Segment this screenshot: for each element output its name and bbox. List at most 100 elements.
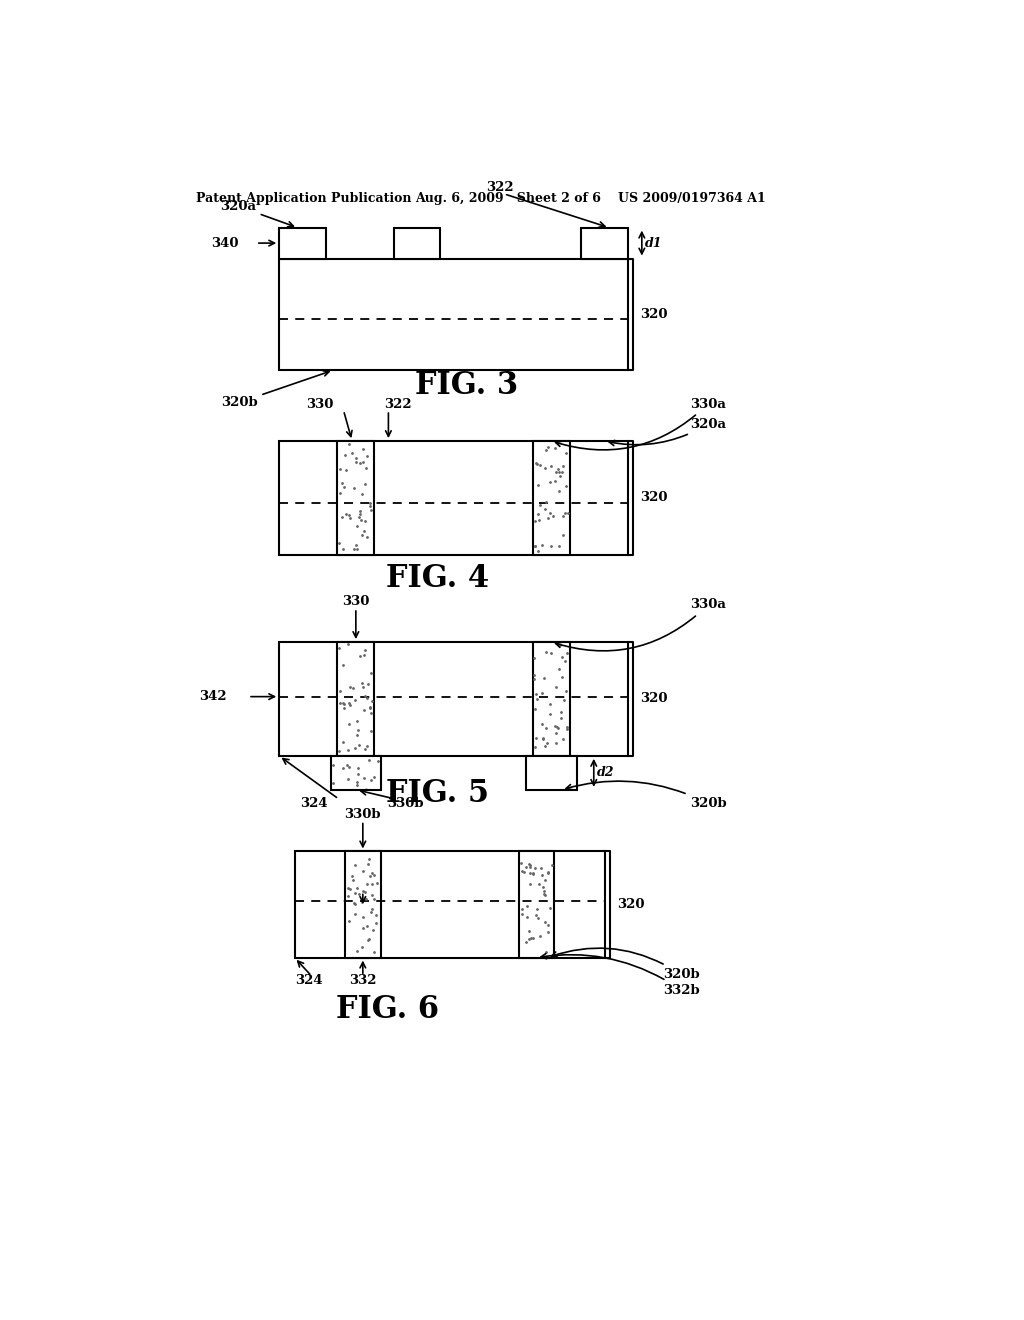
Point bbox=[368, 904, 384, 925]
Text: 330b: 330b bbox=[344, 808, 381, 821]
Point bbox=[545, 506, 561, 527]
Text: 320: 320 bbox=[640, 308, 668, 321]
Point bbox=[338, 504, 354, 525]
Point bbox=[532, 454, 549, 475]
Point bbox=[340, 876, 356, 898]
Point bbox=[349, 719, 366, 741]
Point bbox=[361, 492, 378, 513]
Point bbox=[366, 865, 382, 886]
Point bbox=[554, 462, 570, 483]
Point bbox=[341, 713, 357, 734]
Point bbox=[359, 929, 376, 950]
Point bbox=[536, 876, 552, 898]
Point bbox=[529, 908, 546, 929]
Point bbox=[524, 862, 541, 883]
Point bbox=[335, 756, 351, 777]
Point bbox=[549, 717, 565, 738]
Point bbox=[332, 458, 348, 479]
Text: 320a: 320a bbox=[609, 417, 726, 446]
Point bbox=[335, 731, 351, 752]
Bar bbox=[280, 228, 326, 259]
Point bbox=[527, 737, 544, 758]
Point bbox=[526, 536, 543, 557]
Point bbox=[331, 638, 347, 659]
Point bbox=[351, 734, 368, 755]
Point bbox=[542, 898, 558, 919]
Point bbox=[355, 451, 372, 473]
Text: d2: d2 bbox=[597, 767, 614, 779]
Point bbox=[332, 693, 348, 714]
Bar bbox=[582, 228, 628, 259]
Point bbox=[554, 647, 570, 668]
Point bbox=[541, 913, 557, 935]
Bar bbox=[345, 851, 381, 958]
Point bbox=[331, 741, 347, 762]
Point bbox=[325, 772, 341, 793]
Point bbox=[341, 693, 357, 714]
Point bbox=[558, 681, 574, 702]
Point bbox=[543, 471, 559, 492]
Point bbox=[525, 863, 542, 884]
Point bbox=[350, 758, 367, 779]
Point bbox=[551, 635, 567, 656]
Point bbox=[551, 535, 567, 556]
Point bbox=[364, 884, 380, 906]
Point bbox=[345, 539, 361, 560]
Point bbox=[559, 717, 575, 738]
Point bbox=[538, 941, 554, 962]
Point bbox=[351, 500, 368, 521]
Point bbox=[538, 440, 554, 461]
Point bbox=[339, 768, 355, 789]
Point bbox=[544, 643, 560, 664]
Point bbox=[347, 894, 364, 915]
Point bbox=[341, 433, 357, 454]
Point bbox=[558, 718, 574, 739]
Point bbox=[537, 884, 553, 906]
Bar bbox=[331, 756, 381, 789]
Point bbox=[555, 729, 571, 750]
Point bbox=[355, 861, 372, 882]
Point bbox=[344, 866, 360, 887]
Point bbox=[526, 668, 543, 689]
Point bbox=[520, 853, 537, 874]
Point bbox=[358, 457, 375, 478]
Point bbox=[536, 880, 552, 902]
Point bbox=[536, 883, 552, 904]
Bar bbox=[280, 259, 628, 370]
Point bbox=[526, 511, 543, 532]
Point bbox=[529, 541, 546, 562]
Point bbox=[543, 704, 559, 725]
Point bbox=[335, 692, 351, 713]
Point bbox=[341, 508, 357, 529]
Point bbox=[548, 462, 564, 483]
Point bbox=[354, 677, 371, 698]
Point bbox=[555, 524, 571, 545]
Point bbox=[335, 539, 351, 560]
Point bbox=[336, 445, 352, 466]
Point bbox=[537, 499, 553, 520]
Point bbox=[347, 883, 364, 904]
Point bbox=[334, 473, 350, 494]
Point bbox=[354, 880, 371, 902]
Point bbox=[358, 527, 375, 548]
Bar bbox=[532, 441, 569, 554]
Point bbox=[357, 474, 374, 495]
Point bbox=[538, 491, 554, 512]
Text: 342: 342 bbox=[199, 690, 226, 704]
Point bbox=[359, 673, 376, 694]
Point bbox=[353, 937, 370, 958]
Point bbox=[352, 451, 369, 473]
Point bbox=[370, 751, 386, 772]
Point bbox=[362, 902, 379, 923]
Point bbox=[534, 713, 550, 734]
Point bbox=[349, 878, 366, 899]
Point bbox=[548, 677, 564, 698]
Point bbox=[358, 874, 375, 895]
Point bbox=[535, 727, 551, 748]
Point bbox=[513, 853, 529, 874]
Point bbox=[528, 904, 545, 925]
Point bbox=[366, 888, 382, 909]
Point bbox=[534, 682, 550, 704]
Point bbox=[341, 504, 357, 525]
Text: 330: 330 bbox=[342, 595, 370, 609]
